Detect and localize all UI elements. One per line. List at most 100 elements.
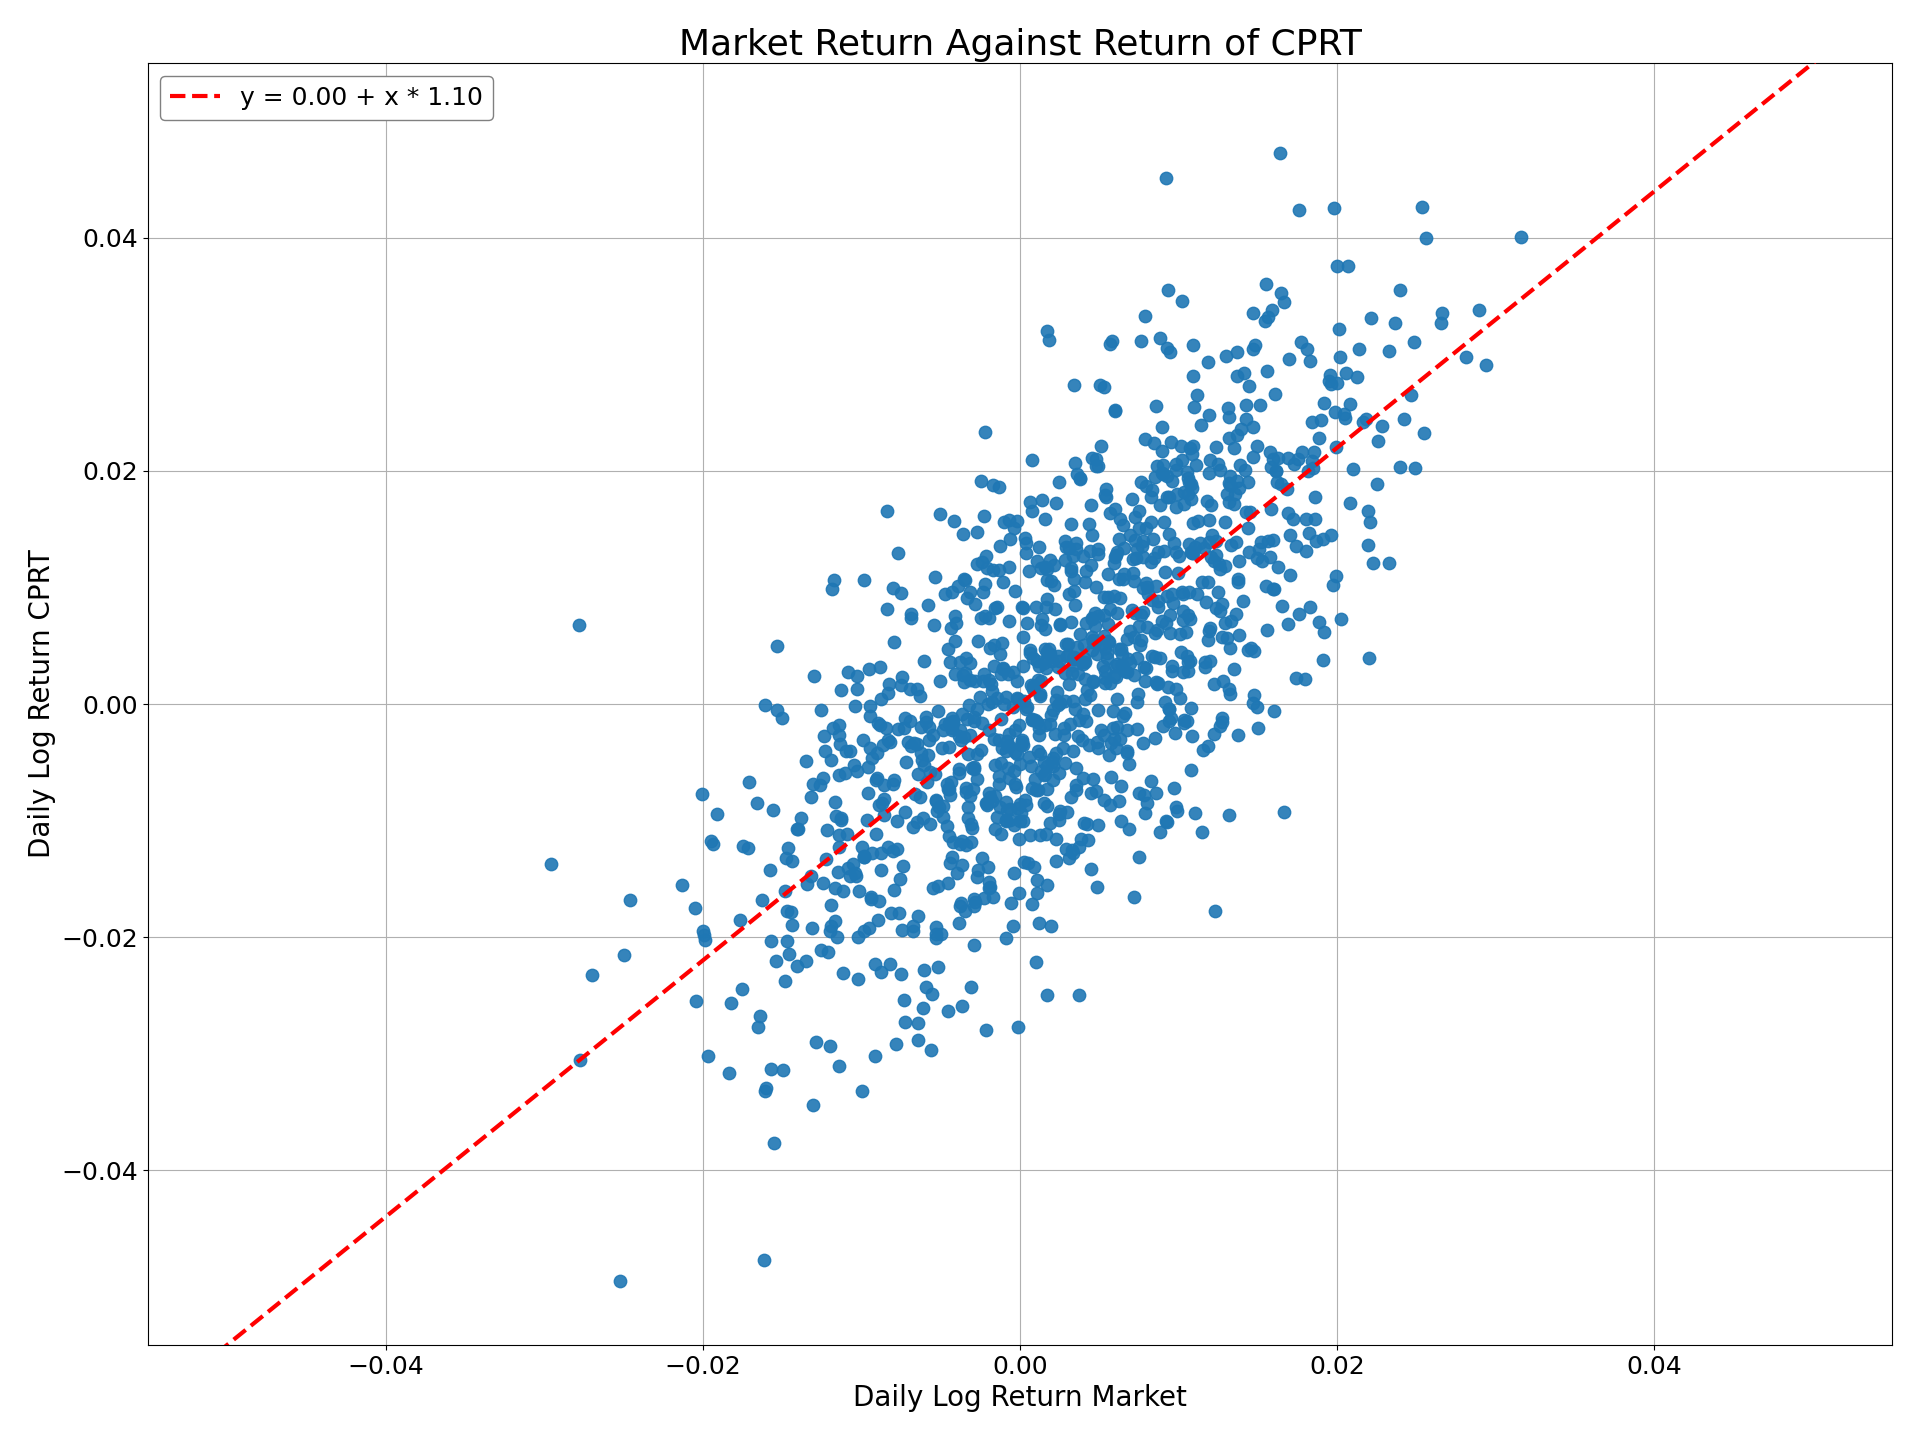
Point — [1094, 501, 1125, 524]
Point — [1041, 827, 1071, 850]
Point — [954, 580, 985, 603]
Point — [993, 508, 1023, 531]
Point — [1044, 799, 1075, 822]
Point — [1137, 589, 1167, 612]
Point — [791, 949, 822, 972]
Point — [883, 541, 914, 564]
Point — [847, 729, 877, 752]
Point — [833, 661, 864, 684]
Point — [939, 508, 970, 531]
Point — [1192, 350, 1223, 373]
Point — [1114, 752, 1144, 775]
Point — [1104, 508, 1135, 531]
Point — [1004, 714, 1035, 737]
Point — [872, 500, 902, 523]
Point — [918, 613, 948, 636]
Point — [1204, 557, 1235, 580]
Point — [1171, 461, 1202, 484]
Point — [877, 576, 908, 599]
Point — [1035, 812, 1066, 835]
Point — [1379, 311, 1409, 334]
Point — [1212, 626, 1242, 649]
Point — [1068, 651, 1098, 674]
Point — [1104, 638, 1135, 661]
Point — [1002, 796, 1033, 819]
Point — [1112, 742, 1142, 765]
Point — [1196, 524, 1227, 547]
Point — [877, 840, 908, 863]
Point — [1223, 477, 1254, 500]
Point — [1012, 612, 1043, 635]
Point — [1152, 278, 1183, 301]
Point — [962, 553, 993, 576]
Point — [1006, 729, 1037, 752]
Point — [950, 780, 981, 804]
Point — [743, 1015, 774, 1038]
Point — [1140, 575, 1171, 598]
Point — [1077, 639, 1108, 662]
Point — [1110, 701, 1140, 724]
Point — [960, 890, 991, 913]
Point — [1089, 636, 1119, 660]
Point — [1123, 500, 1154, 523]
Point — [1033, 638, 1064, 661]
Point — [952, 806, 983, 829]
Point — [920, 789, 950, 812]
Point — [1238, 415, 1269, 438]
Point — [1117, 562, 1148, 585]
Point — [1031, 641, 1062, 664]
Point — [1020, 855, 1050, 878]
Point — [1171, 645, 1202, 668]
Point — [985, 752, 1016, 775]
Point — [933, 871, 964, 894]
Point — [910, 976, 941, 999]
Point — [922, 700, 952, 723]
Point — [1123, 683, 1154, 706]
Point — [1219, 657, 1250, 680]
Point — [1213, 426, 1244, 449]
Point — [1100, 655, 1131, 678]
Point — [1135, 485, 1165, 508]
Point — [1175, 649, 1206, 672]
Point — [1235, 500, 1265, 523]
Point — [1108, 704, 1139, 727]
Point — [1342, 366, 1373, 389]
Point — [826, 809, 856, 832]
Point — [916, 1038, 947, 1061]
Point — [920, 566, 950, 589]
Point — [733, 837, 764, 860]
Point — [1043, 649, 1073, 672]
Point — [1292, 459, 1323, 482]
Point — [954, 724, 985, 747]
Point — [824, 1056, 854, 1079]
Point — [1114, 523, 1144, 546]
Point — [912, 743, 943, 766]
Point — [1175, 697, 1206, 720]
Point — [1183, 510, 1213, 533]
Point — [924, 876, 954, 899]
Point — [968, 711, 998, 734]
Point — [914, 593, 945, 616]
Point — [991, 808, 1021, 831]
Point — [689, 929, 720, 952]
Point — [1092, 586, 1123, 609]
Point — [1131, 474, 1162, 497]
Point — [920, 923, 950, 946]
Point — [1075, 782, 1106, 805]
Point — [1102, 652, 1133, 675]
Point — [933, 825, 964, 848]
Point — [1094, 793, 1125, 816]
Point — [985, 822, 1016, 845]
Point — [1083, 814, 1114, 837]
Point — [1242, 547, 1273, 570]
Point — [791, 750, 822, 773]
Point — [1008, 654, 1039, 677]
Point — [1210, 510, 1240, 533]
Point — [1238, 683, 1269, 706]
Point — [973, 870, 1004, 893]
Point — [1048, 690, 1079, 713]
Point — [935, 651, 966, 674]
Point — [1221, 340, 1252, 363]
Point — [1175, 488, 1206, 511]
Point — [1123, 845, 1154, 868]
